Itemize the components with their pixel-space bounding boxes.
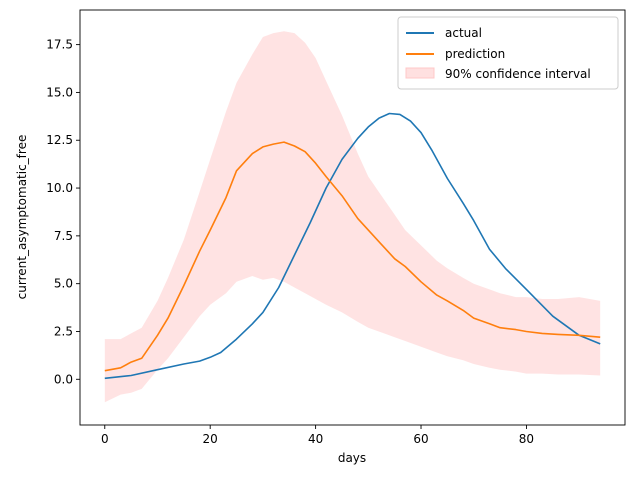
y-tick-label: 10.0 — [46, 181, 73, 195]
x-tick-label: 20 — [203, 432, 218, 446]
series-line-prediction — [104, 141, 601, 372]
y-tick-label: 12.5 — [46, 133, 73, 147]
y-tick-label: 2.5 — [54, 324, 73, 338]
legend-swatch-confidence — [405, 67, 435, 79]
legend-label-prediction: prediction — [445, 47, 505, 61]
x-tick-label: 80 — [519, 432, 534, 446]
x-tick-label: 0 — [101, 432, 109, 446]
legend-frame — [397, 16, 619, 90]
y-tick-label: 17.5 — [46, 38, 73, 52]
legend: actual prediction 90% confidence interva… — [397, 16, 619, 90]
plot-frame — [79, 9, 626, 426]
series-line-actual — [104, 112, 601, 380]
y-tick-label: 5.0 — [54, 277, 73, 291]
y-axis-label: current_asymptomatic_free — [15, 135, 29, 300]
y-axis: 0.0 2.5 5.0 7.5 10.0 12.5 15.0 17.5 — [46, 38, 80, 386]
y-tick-label: 7.5 — [54, 229, 73, 243]
legend-label-confidence: 90% confidence interval — [445, 67, 591, 81]
confidence-band — [104, 31, 601, 403]
y-tick-label: 0.0 — [54, 372, 73, 386]
x-axis: 0 20 40 60 80 — [101, 425, 534, 446]
x-tick-label: 40 — [308, 432, 323, 446]
y-tick-label: 15.0 — [46, 85, 73, 99]
x-axis-label: days — [338, 451, 366, 465]
x-tick-label: 60 — [413, 432, 428, 446]
legend-label-actual: actual — [445, 26, 482, 40]
